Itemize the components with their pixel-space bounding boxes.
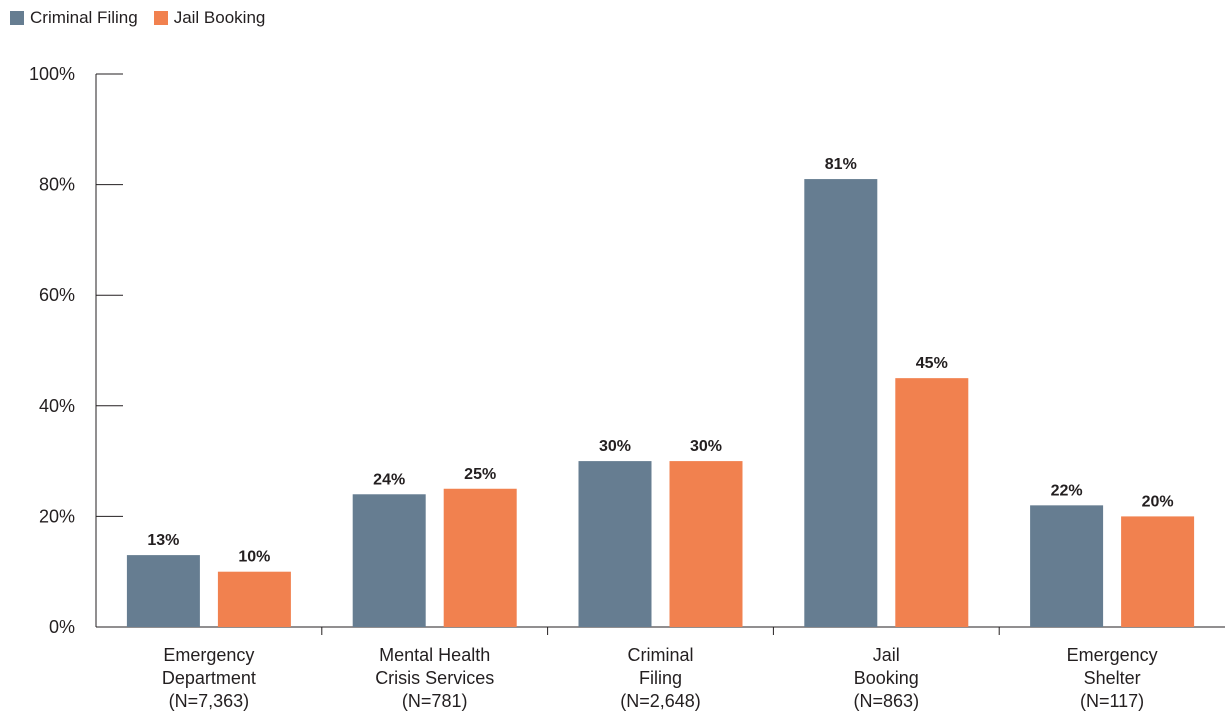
x-category-label: Emergency [163,645,254,665]
x-category-label: (N=7,363) [169,691,250,711]
y-tick-label: 0% [49,617,75,637]
bar [126,555,200,627]
bar [352,494,426,627]
x-category-label: Filing [639,668,682,688]
x-category-label: Crisis Services [375,668,494,688]
bar-value-label: 30% [599,438,631,455]
bar-value-label: 81% [825,156,857,173]
y-tick-label: 20% [39,506,75,526]
legend-swatch-jail-booking [153,11,168,25]
bar [443,488,517,627]
bar [669,461,743,627]
x-category-label: Mental Health [379,645,490,665]
legend-swatch-criminal-filing [10,11,24,25]
bar [578,461,652,627]
x-category-label: Jail [873,645,900,665]
x-category-label: (N=117) [1080,691,1144,711]
bar-value-label: 45% [916,355,948,372]
x-category-label: Criminal [627,645,693,665]
bar-value-label: 20% [1142,493,1174,510]
y-tick-label: 40% [39,396,75,416]
bar [217,571,291,627]
legend: Criminal Filing Jail Booking [10,8,281,28]
bar [804,179,878,627]
y-tick-label: 80% [39,175,75,195]
bar-value-label: 10% [238,549,270,566]
bar [1121,516,1195,627]
x-category-label: Booking [854,668,919,688]
bar-value-label: 30% [690,438,722,455]
x-category-label: Shelter [1084,668,1141,688]
x-category-label: (N=863) [854,691,920,711]
bar-value-label: 13% [147,532,179,549]
y-tick-label: 60% [39,285,75,305]
x-category-label: Department [162,668,256,688]
legend-item-jail-booking: Jail Booking [153,8,266,28]
legend-label-jail-booking: Jail Booking [173,8,266,27]
bar [1030,505,1104,627]
legend-label-criminal-filing: Criminal Filing [30,8,138,27]
x-category-label: Emergency [1067,645,1158,665]
bar-value-label: 25% [464,466,496,483]
x-category-label: (N=2,648) [620,691,701,711]
bar [895,378,969,627]
legend-item-criminal-filing: Criminal Filing [10,8,138,28]
y-tick-label: 100% [29,64,75,84]
bar-value-label: 22% [1051,482,1083,499]
x-category-label: (N=781) [402,691,468,711]
bar-value-label: 24% [373,471,405,488]
